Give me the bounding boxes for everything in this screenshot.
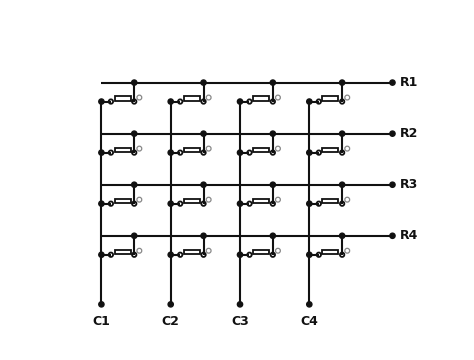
Circle shape bbox=[339, 80, 345, 85]
Text: R1: R1 bbox=[400, 76, 418, 89]
Circle shape bbox=[237, 201, 243, 206]
Circle shape bbox=[168, 302, 173, 307]
Bar bbox=[184, 199, 200, 203]
Circle shape bbox=[339, 233, 345, 238]
Text: C3: C3 bbox=[231, 315, 249, 328]
Circle shape bbox=[201, 182, 206, 187]
Circle shape bbox=[270, 233, 275, 238]
Circle shape bbox=[390, 131, 395, 136]
Circle shape bbox=[339, 182, 345, 187]
Circle shape bbox=[168, 150, 173, 155]
Bar bbox=[322, 249, 338, 254]
Circle shape bbox=[270, 182, 275, 187]
Circle shape bbox=[237, 99, 243, 104]
Bar bbox=[184, 249, 200, 254]
Circle shape bbox=[168, 99, 173, 104]
Circle shape bbox=[132, 80, 137, 85]
Circle shape bbox=[390, 80, 395, 85]
Circle shape bbox=[201, 233, 206, 238]
Circle shape bbox=[168, 252, 173, 257]
Circle shape bbox=[237, 150, 243, 155]
Circle shape bbox=[270, 80, 275, 85]
Circle shape bbox=[99, 252, 104, 257]
Circle shape bbox=[168, 201, 173, 206]
Circle shape bbox=[99, 201, 104, 206]
Text: R2: R2 bbox=[400, 127, 418, 140]
Text: C2: C2 bbox=[162, 315, 180, 328]
Circle shape bbox=[390, 233, 395, 238]
Circle shape bbox=[132, 131, 137, 136]
Circle shape bbox=[270, 131, 275, 136]
Bar bbox=[115, 148, 130, 152]
Circle shape bbox=[132, 182, 137, 187]
Bar bbox=[115, 96, 130, 101]
Text: C4: C4 bbox=[301, 315, 318, 328]
Bar bbox=[184, 96, 200, 101]
Bar bbox=[253, 249, 269, 254]
Circle shape bbox=[201, 131, 206, 136]
Circle shape bbox=[307, 150, 312, 155]
Circle shape bbox=[307, 302, 312, 307]
Circle shape bbox=[99, 99, 104, 104]
Bar bbox=[322, 199, 338, 203]
Circle shape bbox=[237, 302, 243, 307]
Circle shape bbox=[390, 182, 395, 187]
Bar bbox=[322, 96, 338, 101]
Bar bbox=[115, 199, 130, 203]
Text: R3: R3 bbox=[400, 178, 418, 191]
Bar bbox=[253, 96, 269, 101]
Text: C1: C1 bbox=[92, 315, 110, 328]
Bar bbox=[322, 148, 338, 152]
Circle shape bbox=[99, 150, 104, 155]
Bar bbox=[253, 199, 269, 203]
Circle shape bbox=[99, 302, 104, 307]
Circle shape bbox=[307, 201, 312, 206]
Text: R4: R4 bbox=[400, 229, 418, 242]
Circle shape bbox=[237, 252, 243, 257]
Bar bbox=[115, 249, 130, 254]
Circle shape bbox=[307, 252, 312, 257]
Circle shape bbox=[201, 80, 206, 85]
Circle shape bbox=[307, 99, 312, 104]
Bar bbox=[253, 148, 269, 152]
Circle shape bbox=[132, 233, 137, 238]
Bar bbox=[184, 148, 200, 152]
Circle shape bbox=[339, 131, 345, 136]
